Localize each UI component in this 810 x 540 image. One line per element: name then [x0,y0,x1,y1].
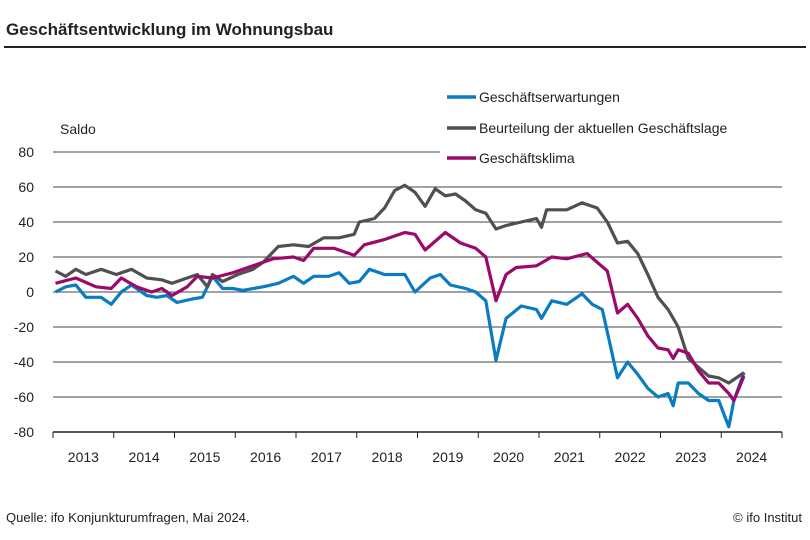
x-tick-label: 2014 [129,449,160,465]
y-tick-label: 40 [18,214,34,230]
x-tick-label: 2019 [432,449,463,465]
legend-label: Beurteilung der aktuellen Geschäftslage [479,120,727,136]
x-tick-label: 2017 [311,449,342,465]
y-axis-label: Saldo [60,121,96,137]
x-tick-label: 2024 [736,449,767,465]
legend-label: Geschäftserwartungen [479,89,620,105]
x-tick-label: 2021 [554,449,585,465]
y-tick-label: 60 [18,179,34,195]
x-tick-label: 2023 [675,449,706,465]
x-tick-label: 2018 [372,449,403,465]
x-tick-label: 2016 [250,449,281,465]
chart-title: Geschäftsentwicklung im Wohnungsbau [6,20,334,39]
x-tick-label: 2015 [189,449,220,465]
y-tick-label: 20 [18,249,34,265]
source-note: Quelle: ifo Konjunkturumfragen, Mai 2024… [6,510,250,525]
y-tick-label: -20 [14,319,34,335]
y-tick-label: -80 [14,424,34,440]
title-rule [4,46,806,48]
series-line-3 [55,230,746,403]
x-tick-label: 2020 [493,449,524,465]
y-tick-label: -40 [14,354,34,370]
copyright: © ifo Institut [733,510,802,525]
series-line-1 [54,267,746,429]
y-tick-label: 80 [18,144,34,160]
x-tick-label: 2022 [615,449,646,465]
x-tick-label: 2013 [68,449,99,465]
series-line-2 [54,183,745,385]
legend-label: Geschäftsklima [479,150,575,166]
y-tick-label: 0 [26,284,34,300]
y-tick-label: -60 [14,389,34,405]
